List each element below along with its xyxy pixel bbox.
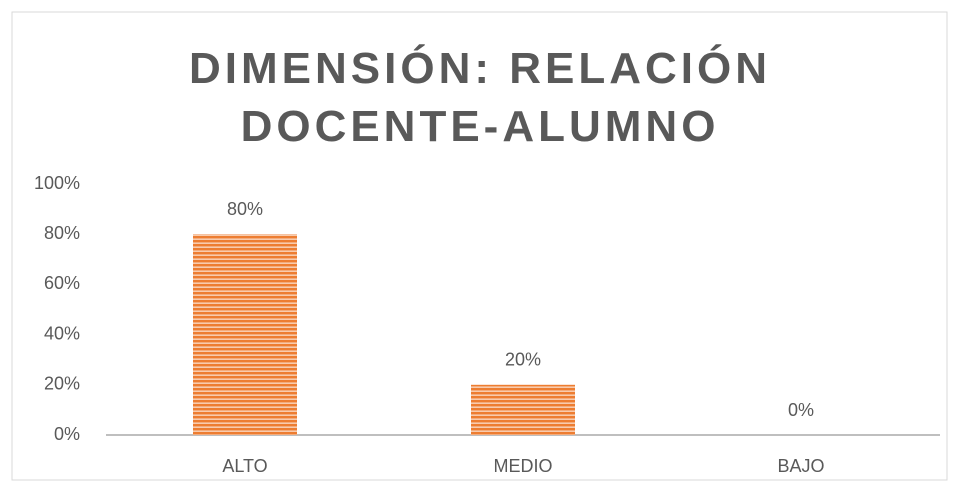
y-tick-label: 80%	[44, 223, 80, 243]
data-label: 80%	[227, 199, 263, 219]
x-tick-label: ALTO	[222, 456, 267, 476]
chart-title: DIMENSIÓN: RELACIÓN DOCENTE-ALUMNO	[189, 44, 771, 151]
y-tick-label: 20%	[44, 374, 80, 394]
data-label: 0%	[788, 400, 814, 420]
y-tick-label: 60%	[44, 273, 80, 293]
data-label: 20%	[505, 350, 541, 370]
bar	[471, 384, 575, 435]
bar	[193, 234, 297, 435]
y-tick-label: 100%	[34, 173, 80, 193]
y-tick-label: 40%	[44, 323, 80, 343]
y-tick-label: 0%	[54, 424, 80, 444]
x-tick-label: BAJO	[777, 456, 824, 476]
x-tick-label: MEDIO	[493, 456, 552, 476]
